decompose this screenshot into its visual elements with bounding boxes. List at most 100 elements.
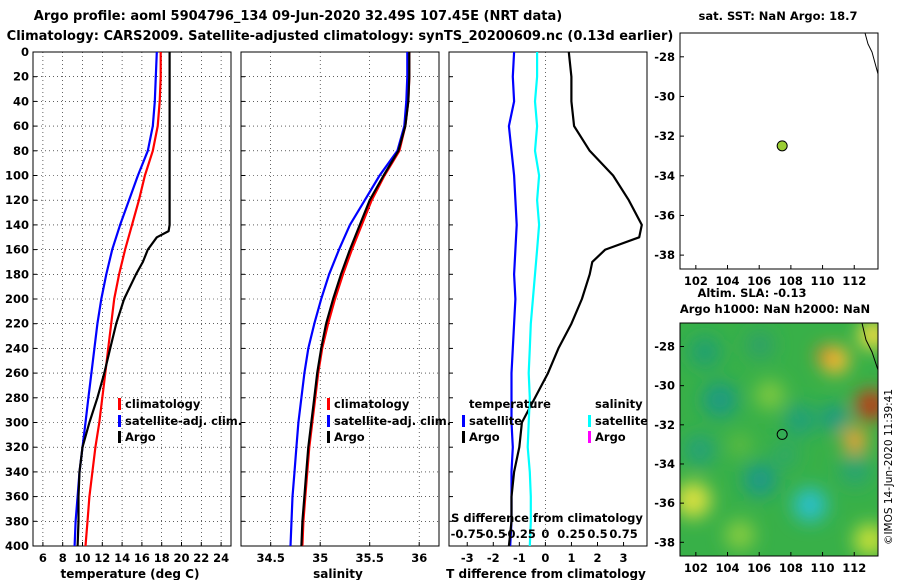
difference-lines (507, 51, 643, 547)
salinity-panel: 34.5 35 35.5 36 salinity climatology satell… (240, 51, 451, 580)
series-line-satellite-adj-clim- (73, 51, 158, 547)
depth-tick-label: 360 (5, 490, 29, 504)
argo-location-marker (776, 140, 788, 152)
sla-map-frame (679, 322, 879, 557)
map-y-tick-label: -28 (654, 50, 675, 64)
legend-label-s-argo: Argo (595, 430, 626, 444)
sla-coastline (861, 323, 878, 371)
salinity-x-ticks: 34.5 35 35.5 36 (241, 51, 427, 565)
sla-map-title-line2: Argo h1000: NaN h2000: NaN (680, 302, 870, 316)
depth-tick-label: 400 (5, 539, 29, 553)
map-x-tick-label: 112 (842, 561, 866, 575)
legend-marker-argo (327, 431, 330, 443)
depth-tick-label: 300 (5, 416, 29, 430)
legend-label-climatology: climatology (125, 397, 201, 411)
depth-tick-label: 220 (5, 317, 29, 331)
map-y-tick-label: -30 (654, 89, 675, 103)
legend-label-t-satellite: satellite (469, 414, 522, 428)
x-tick-label: 36 (411, 551, 427, 565)
x-tick-label: 24 (213, 551, 229, 565)
difference-plot-frame (448, 51, 648, 547)
x-tick-label: 3 (620, 551, 628, 565)
x-tick-label: 10 (74, 551, 90, 565)
series-line-t-argo (507, 51, 643, 547)
map-x-tick-label: 108 (779, 561, 803, 575)
legend-marker-s-argo (588, 431, 591, 443)
map-y-tick-label: -38 (654, 535, 675, 549)
salinity-legend: climatology satellite-adj. clim. Argo (327, 397, 451, 444)
depth-tick-label: 200 (5, 292, 29, 306)
depth-tick-label: 340 (5, 465, 29, 479)
x-tick-label: 22 (193, 551, 209, 565)
depth-tick-label: 40 (13, 94, 29, 108)
x-tick-label: -2 (487, 551, 500, 565)
legend-marker-s-satellite (588, 415, 591, 427)
x-tick-label: 20 (173, 551, 189, 565)
s-tick-label: -0.75 (451, 527, 484, 541)
map-x-tick-label: 110 (811, 561, 835, 575)
legend-marker-climatology (118, 398, 121, 410)
temperature-panel: 6 8 10 12 14 16 18 20 22 24 temperature (deg C) c… (32, 51, 242, 580)
depth-tick-label: 320 (5, 440, 29, 454)
s-tick-label: 0.5 (587, 527, 607, 541)
map-x-tick-label: 112 (842, 274, 866, 288)
depth-tick-label: 80 (13, 144, 29, 158)
sla-map-panel: Altim. SLA: -0.13 Argo h1000: NaN h2000:… (654, 286, 895, 575)
depth-tick-label: 60 (13, 119, 29, 133)
s-tick-label: -0.5 (481, 527, 506, 541)
legend-label-climatology: climatology (334, 397, 410, 411)
x-tick-label: 12 (94, 551, 110, 565)
depth-tick-label: 20 (13, 70, 29, 84)
map-x-tick-label: 102 (684, 561, 708, 575)
x-tick-label: 2 (593, 551, 601, 565)
sst-map-frame (679, 32, 879, 270)
legend-marker-climatology (327, 398, 330, 410)
legend-title-salinity: salinity (595, 397, 643, 411)
x-tick-label: -3 (461, 551, 474, 565)
x-tick-label: 35.5 (356, 551, 384, 565)
map-x-tick-label: 104 (716, 274, 740, 288)
salinity-lines (289, 52, 411, 547)
map-y-tick-label: -34 (654, 457, 675, 471)
legend-label-argo: Argo (334, 430, 365, 444)
salinity-grid (241, 52, 439, 546)
map-y-tick-label: -32 (654, 418, 675, 432)
s-tick-label: 0.75 (609, 527, 637, 541)
salinity-difference-label: S difference from climatology (451, 511, 643, 525)
argo-location-marker (776, 428, 788, 440)
map-y-tick-label: -28 (654, 339, 675, 353)
temperature-x-ticks: 6 8 10 12 14 16 18 20 22 24 (33, 51, 229, 565)
sst-coastline (864, 32, 879, 75)
depth-tick-label: 240 (5, 341, 29, 355)
depth-tick-label: 100 (5, 169, 29, 183)
depth-tick-label: 160 (5, 243, 29, 257)
map-x-tick-label: 108 (779, 274, 803, 288)
sla-map-title-line1: Altim. SLA: -0.13 (697, 286, 806, 300)
map-x-tick-label: 106 (747, 274, 771, 288)
figure-title-line1: Argo profile: aoml 5904796_134 09-Jun-20… (34, 9, 562, 24)
depth-axis: 0 20 40 60 80 100 120 140 160 180 200 220 240 260 280 3… (5, 45, 29, 553)
sst-map-x-ticks: 102 104 106 108 110 112 (684, 265, 866, 288)
map-x-tick-label: 110 (811, 274, 835, 288)
x-tick-label: 16 (134, 551, 150, 565)
depth-tick-label: 380 (5, 514, 29, 528)
salinity-x-label: salinity (313, 567, 363, 580)
depth-tick-label: 140 (5, 218, 29, 232)
map-x-tick-label: 102 (684, 274, 708, 288)
sla-map-x-ticks: 102 104 106 108 110 112 (684, 552, 866, 575)
x-tick-label: 14 (114, 551, 130, 565)
series-line-climatology (84, 52, 162, 547)
legend-label-satellite: satellite-adj. clim. (125, 414, 242, 428)
depth-tick-label: 260 (5, 366, 29, 380)
sst-map-title: sat. SST: NaN Argo: 18.7 (698, 9, 857, 23)
temperature-grid (33, 52, 231, 546)
sst-map-panel: sat. SST: NaN Argo: 18.7 102 104 106 108 110… (654, 9, 879, 288)
difference-panel: -3 -2 -1 0 1 2 3 -0.75-0.5-0.25 0 0.25 0.5 0.75 S … (446, 51, 648, 580)
difference-x-ticks: -3 -2 -1 0 1 2 3 (449, 51, 628, 565)
depth-tick-label: 120 (5, 193, 29, 207)
s-tick-label: -0.25 (503, 527, 536, 541)
difference-x-label: T difference from climatology (446, 567, 646, 580)
temperature-legend: climatology satellite-adj. clim. Argo (118, 397, 242, 444)
temperature-lines (73, 51, 171, 547)
series-line-argo (76, 52, 171, 547)
